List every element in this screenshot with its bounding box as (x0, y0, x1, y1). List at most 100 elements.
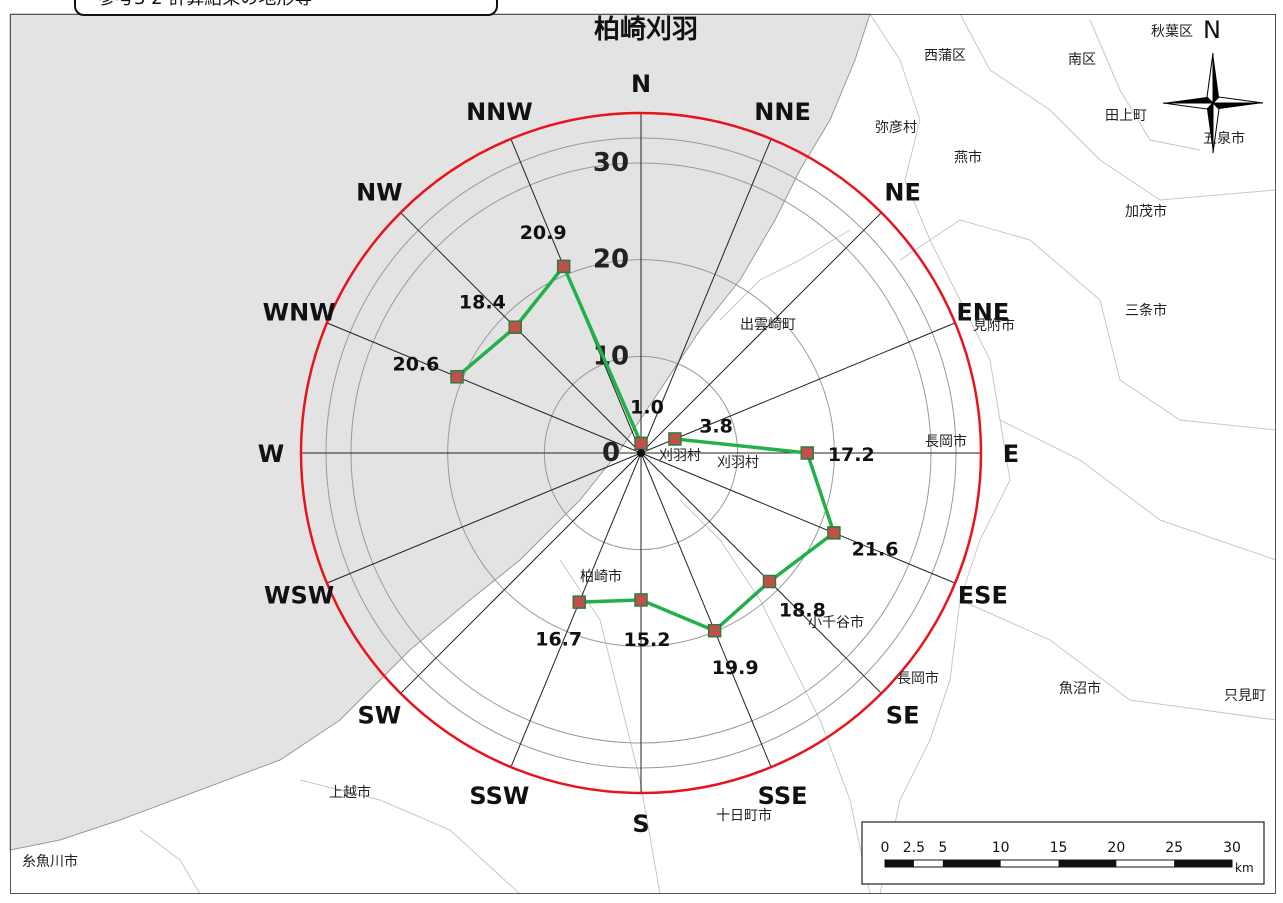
scale-bar: 0 2.5 5 10 15 20 25 30 km (861, 821, 1265, 885)
scale-segment (942, 860, 1001, 867)
data-label: 15.2 (624, 629, 671, 651)
place-label: 燕市 (954, 149, 982, 166)
data-label: 16.7 (535, 628, 582, 650)
radar-spoke (640, 322, 956, 454)
data-point (827, 526, 841, 540)
direction-label: W (258, 440, 284, 468)
radar-spoke (640, 452, 772, 768)
scale-segment (1058, 860, 1117, 867)
place-label: 出雲崎町 (740, 317, 796, 333)
scale-segment (885, 860, 914, 867)
radar-spoke (326, 452, 642, 584)
scale-segment (1174, 860, 1232, 867)
place-label: 柏崎市 (580, 568, 622, 585)
direction-label: E (1003, 440, 1019, 468)
place-label: 三条市 (1125, 302, 1167, 319)
radar-spoke (510, 452, 642, 768)
chart-title: 柏崎刈羽 (594, 15, 698, 45)
scale-tick-label: 25 (1165, 840, 1183, 856)
data-label: 1.0 (630, 396, 664, 418)
data-point (668, 432, 682, 446)
place-label: 上越市 (329, 784, 371, 801)
radar-spoke (640, 452, 956, 584)
data-label: 20.9 (520, 222, 567, 244)
place-label: 小千谷市 (808, 614, 864, 631)
place-label: 十日町市 (716, 807, 772, 824)
data-point (450, 370, 464, 384)
direction-label: WNW (263, 298, 336, 326)
place-label: 弥彦村 (875, 119, 917, 136)
series-line (455, 264, 643, 445)
data-label: 21.6 (852, 538, 899, 560)
radar-tick-label: 0 (602, 438, 620, 468)
data-label: 20.6 (392, 353, 439, 375)
municipal-boundaries (139, 13, 1277, 895)
data-point (634, 593, 648, 607)
place-label: 刈羽村 (659, 448, 701, 464)
compass-icon (1162, 52, 1264, 154)
place-label: 魚沼市 (1059, 680, 1101, 697)
data-label: 18.4 (459, 291, 506, 313)
radar-outer-ring (299, 111, 983, 795)
place-label: 西蒲区 (924, 48, 966, 64)
data-point (762, 574, 777, 589)
place-label: 五泉市 (1203, 130, 1245, 147)
data-label: 17.2 (828, 444, 875, 466)
direction-label: SSW (469, 782, 529, 810)
scale-tick-label: 20 (1107, 840, 1125, 856)
radar-tick-label: 20 (593, 245, 629, 275)
place-label: 長岡市 (925, 433, 967, 450)
direction-label: NW (356, 178, 403, 206)
data-label: 3.8 (699, 415, 733, 437)
data-point (634, 436, 648, 451)
direction-label: N (631, 70, 651, 98)
place-label: 加茂市 (1125, 203, 1167, 220)
scale-tick-label: 2.5 (903, 840, 925, 856)
place-label: 刈羽村 (717, 455, 759, 471)
place-label: 只見町 (1224, 688, 1266, 704)
radar-tick-label: 30 (593, 148, 629, 178)
direction-label: NE (884, 178, 920, 206)
radar-spoke (326, 322, 642, 454)
scale-tick-label: 5 (938, 840, 947, 856)
data-point (572, 595, 586, 609)
radar-spoke (640, 212, 882, 454)
direction-label: SSE (758, 782, 808, 810)
radar-chart: 0102030NNNENEENEEESESESSESSSWSWWSWWWNWNW… (258, 15, 1019, 838)
radar-spoke (640, 138, 772, 454)
direction-label: ENE (956, 298, 1009, 326)
place-label: 田上町 (1105, 108, 1147, 124)
data-label: 18.8 (779, 599, 826, 621)
direction-label: ESE (958, 582, 1008, 610)
place-label: 秋葉区 (1151, 24, 1193, 40)
north-label: N (1203, 16, 1221, 44)
scale-tick-label: 30 (1223, 840, 1241, 856)
data-label: 19.9 (712, 657, 759, 679)
radar-spoke (400, 452, 642, 694)
data-point (508, 320, 522, 334)
scale-unit: km (1235, 861, 1254, 875)
radar-spoke (640, 452, 882, 694)
place-label: 見附市 (973, 317, 1015, 334)
direction-label: NNW (466, 98, 533, 126)
direction-label: WSW (264, 582, 334, 610)
place-label: 長岡市 (897, 670, 939, 687)
data-point (556, 259, 571, 274)
header-note: 参考3 2 計算結果の地形等 (74, 0, 498, 16)
scale-tick-label: 10 (992, 840, 1010, 856)
place-label: 糸魚川市 (22, 853, 78, 870)
sea-area (9, 13, 871, 851)
data-point (707, 623, 722, 638)
scale-tick-label: 15 (1050, 840, 1068, 856)
direction-label: SE (886, 702, 920, 730)
place-label: 南区 (1068, 52, 1096, 68)
direction-label: SW (357, 702, 401, 730)
direction-label: NNE (754, 98, 811, 126)
data-point (800, 446, 815, 460)
scale-tick-label: 0 (881, 840, 890, 856)
radar-center (637, 449, 645, 457)
direction-label: S (632, 810, 649, 838)
